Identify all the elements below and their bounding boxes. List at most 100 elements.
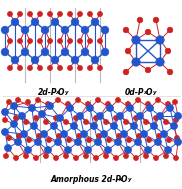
Circle shape: [64, 119, 68, 125]
Circle shape: [153, 115, 159, 121]
Circle shape: [11, 102, 17, 109]
Circle shape: [104, 119, 108, 125]
Circle shape: [25, 99, 31, 105]
Circle shape: [143, 119, 149, 125]
Circle shape: [46, 101, 50, 106]
Circle shape: [145, 29, 151, 35]
Circle shape: [15, 139, 21, 146]
Circle shape: [54, 139, 62, 146]
Circle shape: [84, 119, 88, 125]
Circle shape: [116, 98, 120, 102]
Circle shape: [126, 138, 132, 143]
Circle shape: [94, 156, 98, 160]
Circle shape: [37, 12, 43, 16]
Circle shape: [56, 115, 64, 122]
Text: O: O: [121, 175, 128, 184]
Circle shape: [151, 122, 157, 129]
Text: O: O: [58, 88, 64, 97]
Circle shape: [51, 56, 59, 64]
Circle shape: [171, 122, 177, 129]
Circle shape: [64, 153, 68, 159]
Circle shape: [96, 98, 100, 102]
Circle shape: [37, 39, 43, 43]
Circle shape: [114, 115, 118, 121]
Circle shape: [7, 136, 11, 140]
Circle shape: [41, 130, 48, 138]
Circle shape: [27, 39, 33, 43]
Circle shape: [48, 12, 52, 16]
Circle shape: [167, 27, 173, 33]
Circle shape: [145, 146, 151, 153]
Circle shape: [94, 139, 102, 146]
Circle shape: [23, 119, 29, 125]
Circle shape: [98, 12, 102, 16]
Circle shape: [145, 101, 151, 106]
Circle shape: [17, 66, 23, 70]
Circle shape: [35, 98, 41, 102]
Circle shape: [110, 122, 118, 129]
Circle shape: [27, 66, 33, 70]
Circle shape: [43, 119, 48, 125]
Circle shape: [17, 39, 23, 43]
Circle shape: [27, 12, 33, 16]
Circle shape: [136, 98, 141, 102]
Circle shape: [165, 101, 171, 106]
Circle shape: [96, 133, 102, 139]
Circle shape: [167, 69, 173, 75]
Circle shape: [173, 99, 177, 105]
Circle shape: [91, 56, 99, 64]
Circle shape: [106, 105, 114, 112]
Circle shape: [86, 101, 90, 106]
Circle shape: [45, 146, 52, 153]
Circle shape: [90, 122, 98, 129]
Circle shape: [104, 146, 112, 153]
Text: Amorphous 2d-P: Amorphous 2d-P: [50, 175, 121, 184]
Circle shape: [98, 39, 102, 43]
Circle shape: [173, 118, 179, 122]
Circle shape: [54, 156, 58, 160]
Text: y: y: [65, 90, 69, 95]
Circle shape: [21, 130, 27, 138]
Circle shape: [141, 130, 147, 138]
Circle shape: [106, 101, 110, 106]
Circle shape: [94, 115, 98, 121]
Circle shape: [37, 133, 41, 139]
Circle shape: [70, 122, 78, 129]
Circle shape: [31, 18, 39, 26]
Circle shape: [56, 98, 60, 102]
Circle shape: [86, 105, 94, 112]
Text: x: x: [143, 90, 147, 95]
Circle shape: [101, 48, 109, 56]
Circle shape: [31, 122, 37, 129]
Circle shape: [76, 98, 80, 102]
Circle shape: [123, 69, 129, 75]
Circle shape: [58, 39, 62, 43]
Circle shape: [74, 115, 78, 121]
Circle shape: [21, 26, 29, 34]
Circle shape: [56, 133, 62, 139]
Circle shape: [157, 133, 161, 139]
Circle shape: [29, 105, 35, 112]
Circle shape: [147, 138, 151, 143]
Circle shape: [106, 138, 112, 143]
Circle shape: [100, 130, 108, 138]
Circle shape: [126, 101, 130, 106]
Circle shape: [3, 118, 7, 122]
Circle shape: [7, 99, 11, 105]
Circle shape: [155, 98, 161, 102]
Text: 0d-P: 0d-P: [125, 88, 145, 97]
Circle shape: [48, 66, 52, 70]
Circle shape: [78, 66, 82, 70]
Circle shape: [1, 108, 9, 115]
Circle shape: [11, 18, 19, 26]
Circle shape: [156, 36, 164, 44]
Circle shape: [58, 12, 62, 16]
Circle shape: [114, 156, 118, 160]
Circle shape: [21, 48, 29, 56]
Circle shape: [130, 122, 137, 129]
Circle shape: [173, 156, 179, 160]
Circle shape: [1, 129, 9, 136]
Circle shape: [175, 139, 181, 146]
Circle shape: [132, 36, 140, 44]
Circle shape: [15, 98, 21, 102]
